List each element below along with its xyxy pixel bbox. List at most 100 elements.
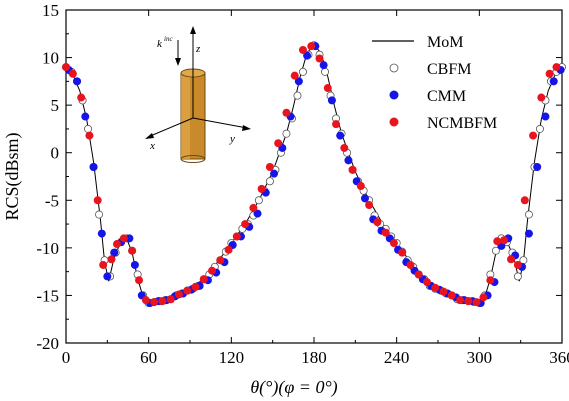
series-cbfm-point <box>84 124 93 133</box>
series-ncmbfm-point <box>166 295 175 304</box>
series-ncmbfm-point <box>150 298 159 307</box>
series-cbfm-point <box>265 177 274 186</box>
series-ncmbfm-point <box>493 237 502 246</box>
series-cbfm-point <box>524 210 533 219</box>
series-ncmbfm-point <box>422 278 431 287</box>
series-cmm-point <box>110 248 119 257</box>
series-ncmbfm-point <box>340 143 349 152</box>
series-ncmbfm-point <box>507 255 516 264</box>
series-ncmbfm-point <box>298 45 307 54</box>
series-ncmbfm-point <box>199 275 208 284</box>
series-cbfm-point <box>535 124 544 133</box>
series-ncmbfm-point <box>183 286 192 295</box>
series-cmm-point <box>327 96 336 105</box>
series-ncmbfm-point <box>537 93 546 102</box>
series-ncmbfm-point <box>479 293 488 302</box>
series-cbfm-point <box>95 210 104 219</box>
y-tick-label: -10 <box>36 239 59 258</box>
series-ncmbfm-point <box>282 108 291 117</box>
legend-ncmbfm-label: NCMBFM <box>427 115 497 132</box>
y-tick-label: 15 <box>42 1 59 20</box>
series-cmm-point <box>97 229 106 238</box>
legend-mom-label: MoM <box>427 34 463 51</box>
series-ncmbfm-point <box>332 120 341 129</box>
series-ncmbfm-point <box>439 287 448 296</box>
legend-cbfm-marker <box>389 63 399 73</box>
y-tick-label: 10 <box>42 49 59 68</box>
series-ncmbfm-point <box>107 255 116 264</box>
series-cmm-point <box>103 272 112 281</box>
series-ncmbfm-point <box>323 84 332 93</box>
inset-k-superscript: inc <box>164 35 173 43</box>
series-ncmbfm-point <box>513 260 522 269</box>
series-ncmbfm-point <box>141 296 150 305</box>
series-cmm-point <box>294 77 303 86</box>
series-cmm-point <box>549 77 558 86</box>
series-ncmbfm-point <box>389 239 398 248</box>
series-cmm-point <box>270 169 279 178</box>
series-ncmbfm-point <box>486 276 495 285</box>
series-ncmbfm-point <box>77 93 86 102</box>
cylinder-inset-icon: z x y k inc <box>145 26 251 163</box>
series-cbfm-point <box>282 129 291 138</box>
series-cbfm-point <box>254 196 263 205</box>
series-ncmbfm-point <box>315 54 324 63</box>
legend-ncmbfm-marker <box>389 117 399 127</box>
series-cmm-point <box>344 156 353 165</box>
series-cbfm-point <box>491 246 500 255</box>
series-ncmbfm-point <box>208 266 217 275</box>
series-cmm-point <box>81 112 90 121</box>
series-ncmbfm-point <box>135 276 144 285</box>
series-ncmbfm-point <box>128 246 137 255</box>
series-ncmbfm-point <box>365 201 374 210</box>
y-tick-label: -5 <box>45 191 59 210</box>
series-ncmbfm-point <box>274 139 283 148</box>
series-ncmbfm-point <box>112 240 121 249</box>
series-ncmbfm-point <box>158 297 167 306</box>
inset-x-label: x <box>149 140 155 152</box>
x-tick-label: 240 <box>384 348 410 367</box>
series-ncmbfm-point <box>348 165 357 174</box>
series-ncmbfm-point <box>257 184 266 193</box>
series-cmm-point <box>303 51 312 60</box>
series-cmm-point <box>524 229 533 238</box>
series-ncmbfm-point <box>85 131 94 140</box>
series-ncmbfm-point <box>68 69 77 78</box>
series-ncmbfm-point <box>224 245 233 254</box>
series-cmm-point <box>130 260 139 269</box>
series-ncmbfm-point <box>373 218 382 227</box>
series-ncmbfm-point <box>307 42 316 51</box>
series-cmm-point <box>253 209 262 218</box>
series-ncmbfm-point <box>381 228 390 237</box>
series-cmm-point <box>533 162 542 171</box>
series-ncmbfm-point <box>241 220 250 229</box>
series-ncmbfm-point <box>456 296 465 305</box>
legend-cmm-label: CMM <box>427 88 466 105</box>
series-mom-line <box>65 44 563 304</box>
series-ncmbfm-point <box>545 69 554 78</box>
series-ncmbfm-point <box>398 248 407 257</box>
x-tick-label: 60 <box>140 348 157 367</box>
series-ncmbfm-point <box>414 270 423 279</box>
series-ncmbfm-point <box>447 291 456 300</box>
series-cmm-point <box>319 61 328 70</box>
series-ncmbfm-point <box>93 196 102 205</box>
series-cmm-point <box>336 131 345 140</box>
series-cmm-point <box>73 77 82 86</box>
legend-cmm-marker <box>389 90 399 100</box>
x-tick-label: 0 <box>62 348 71 367</box>
series-cbfm-point <box>293 91 302 100</box>
legend-cbfm-label: CBFM <box>427 61 471 78</box>
y-tick-label: -20 <box>36 334 59 353</box>
series-ncmbfm-point <box>119 234 128 243</box>
series-ncmbfm-point <box>191 282 200 291</box>
series-ncmbfm-point <box>552 63 561 72</box>
y-axis-label: RCS(dBsm) <box>2 132 23 220</box>
inset-z-label: z <box>195 43 201 55</box>
x-tick-label: 180 <box>301 348 327 367</box>
series-cmm-point <box>89 162 98 171</box>
series-ncmbfm-point <box>529 131 538 140</box>
series-cmm-point <box>125 234 134 243</box>
x-tick-label: 360 <box>549 348 569 367</box>
